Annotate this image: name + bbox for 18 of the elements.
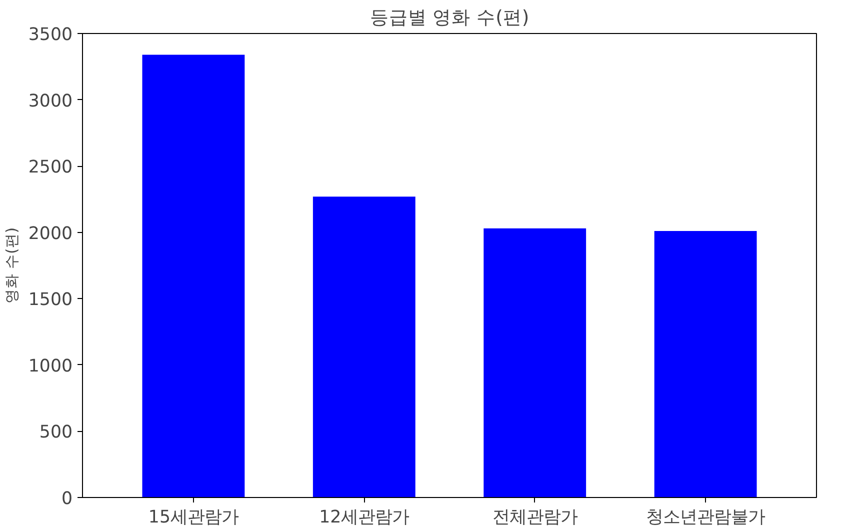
x-tick-label: 청소년관람불가 (646, 508, 766, 528)
y-tick-label: 2500 (28, 158, 73, 178)
y-axis-title: 영화 수(편) (3, 227, 20, 304)
y-tick-label: 1500 (28, 290, 73, 310)
chart-title: 등급별 영화 수(편) (370, 8, 530, 28)
bar (312, 196, 416, 498)
x-tick-label: 12세관람가 (319, 508, 410, 528)
y-tick-label: 3000 (28, 91, 73, 112)
bar (142, 54, 245, 498)
x-tick-label: 전체관람가 (492, 508, 578, 528)
y-tick-label: 2000 (28, 224, 73, 244)
y-tick-label: 1000 (28, 356, 73, 376)
x-tick-label: 15세관람가 (148, 508, 238, 528)
y-tick-label: 500 (39, 422, 73, 443)
bar (654, 231, 757, 498)
y-tick-label: 0 (61, 489, 73, 509)
bar (484, 228, 586, 498)
y-tick-label: 3500 (28, 25, 73, 45)
